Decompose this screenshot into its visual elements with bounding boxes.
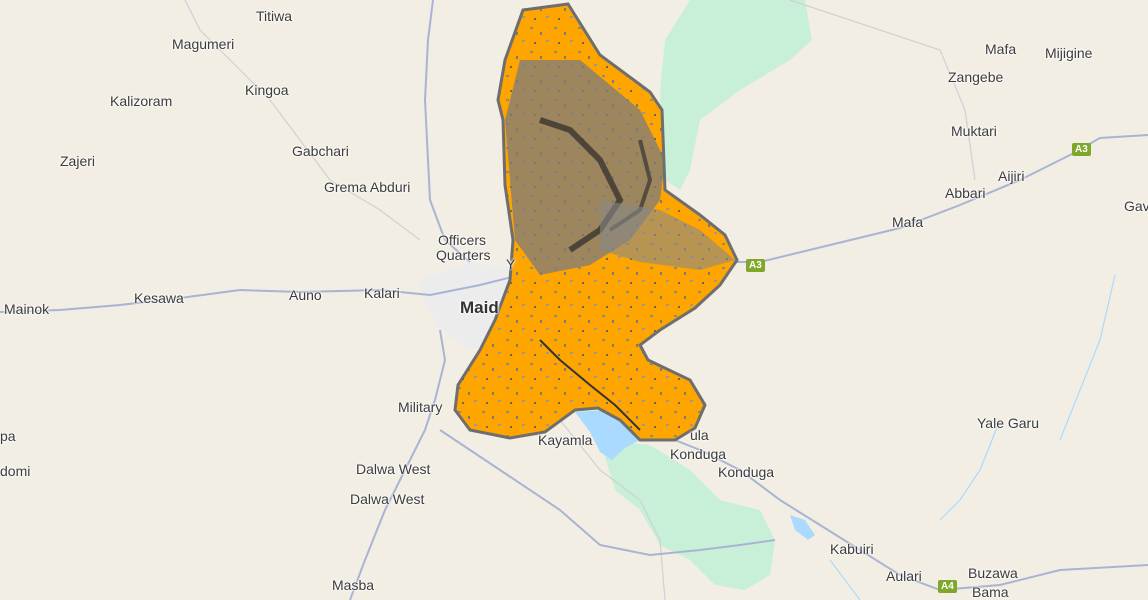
place-label-dalwa-west-1: Dalwa West — [356, 461, 431, 477]
place-label-mijigine: Mijigine — [1045, 45, 1093, 61]
place-label-aijiri: Aijiri — [998, 168, 1025, 184]
river-1 — [939, 419, 1001, 521]
road-kayamla — [439, 429, 776, 557]
place-label-bama: Bama — [972, 584, 1009, 600]
place-label-ula: ula — [690, 427, 709, 443]
place-label-military: Military — [398, 399, 443, 415]
place-label-maiduguri: Maid — [460, 298, 499, 317]
place-label-titiwa: Titiwa — [256, 8, 293, 24]
place-label-mainok: Mainok — [4, 301, 50, 317]
dark-ridge — [539, 117, 624, 253]
place-label-dalwa-west-2: Dalwa West — [350, 491, 425, 507]
boundary-ne — [789, 0, 976, 181]
road-north — [423, 0, 471, 263]
place-label-zangebe: Zangebe — [948, 69, 1004, 85]
place-label-officers: Officers — [438, 232, 486, 248]
pond — [790, 515, 815, 540]
place-label-kalizoram: Kalizoram — [110, 93, 173, 109]
place-label-zajeri: Zajeri — [60, 153, 96, 169]
place-label-kesawa: Kesawa — [134, 290, 184, 306]
road-a3-west — [0, 274, 521, 313]
road-a4 — [599, 399, 1148, 592]
place-label-gav: Gav — [1124, 198, 1148, 214]
place-label-quarters: Quarters — [436, 247, 491, 263]
place-label-auno: Auno — [289, 287, 322, 303]
place-label-grema-abduri: Grema Abduri — [324, 179, 411, 195]
place-label-muktari: Muktari — [951, 123, 997, 139]
place-label-kalari: Kalari — [364, 285, 400, 301]
river-2 — [1059, 274, 1116, 441]
place-label-kabuiri: Kabuiri — [830, 541, 874, 557]
dark-line-south — [539, 339, 641, 431]
place-label-masba: Masba — [332, 577, 375, 593]
place-label-yale-garu: Yale Garu — [977, 415, 1039, 431]
road-south — [349, 329, 447, 600]
place-label-konduga-2: Konduga — [718, 464, 775, 480]
aoi-outline — [453, 2, 739, 442]
place-label-konduga-1: Konduga — [670, 446, 727, 462]
road-magumeri — [184, 0, 421, 241]
park-north — [660, 0, 812, 190]
park-south — [600, 440, 775, 590]
highway-shield-a3: A3 — [746, 259, 765, 272]
place-label-y: Y — [506, 256, 516, 272]
place-label-gabchari: Gabchari — [292, 143, 349, 159]
place-label-pa: pa — [0, 428, 16, 444]
place-label-domi: domi — [0, 463, 31, 479]
place-label-buzawa: Buzawa — [968, 565, 1018, 581]
highway-shield-a4: A4 — [938, 580, 957, 593]
gray-zone-east — [600, 200, 735, 270]
place-label-kayamla: Kayamla — [538, 432, 593, 448]
place-label-kingoa: Kingoa — [245, 82, 289, 98]
highway-shield-a3-east: A3 — [1072, 143, 1091, 156]
place-label-abbari: Abbari — [945, 185, 986, 201]
place-label-mafa-east: Mafa — [892, 214, 924, 230]
place-label-magumeri: Magumeri — [172, 36, 235, 52]
place-label-mafa-north: Mafa — [985, 41, 1017, 57]
river-3 — [829, 559, 861, 600]
place-label-aulari: Aulari — [886, 568, 922, 584]
